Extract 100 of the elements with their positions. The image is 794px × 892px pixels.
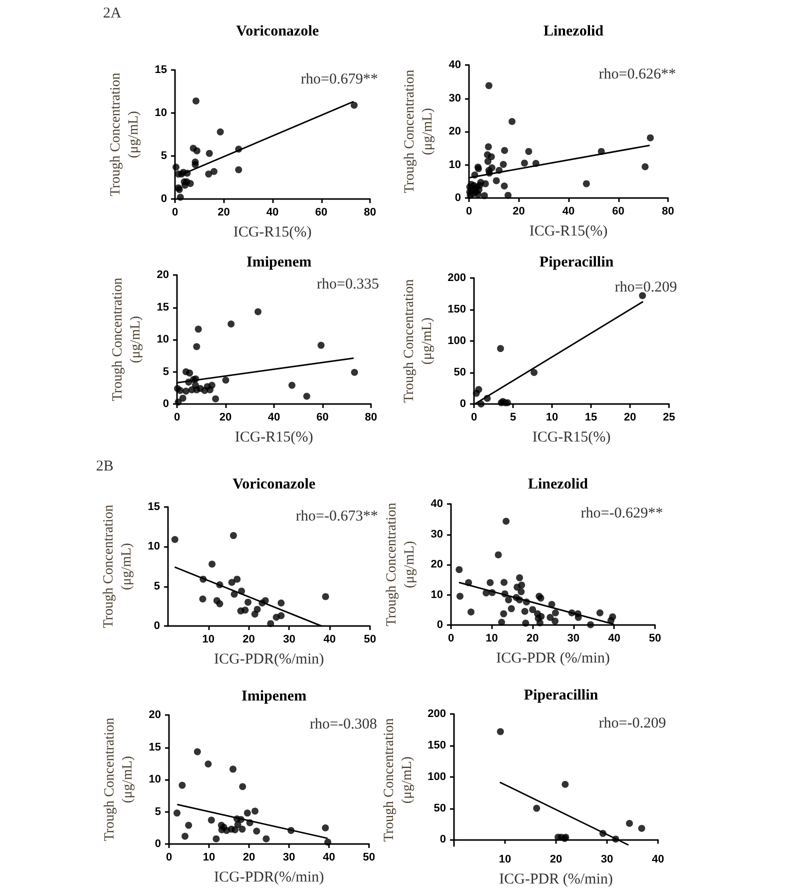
- x-tick-label: 10: [498, 854, 512, 866]
- y-tick-label: 15: [148, 501, 160, 513]
- y-tick-label: 100: [448, 335, 466, 347]
- y-axis-title: Trough Concentration (μg/mL): [384, 502, 418, 626]
- chart-title: Piperacillin: [539, 254, 614, 270]
- x-tick-label: 60: [612, 206, 624, 218]
- x-tick-label: 80: [662, 206, 674, 218]
- x-tick-label: 50: [364, 634, 376, 646]
- x-tick-label: 30: [283, 634, 296, 646]
- y-tick-label: 100: [428, 770, 446, 783]
- y-tick-label: 5: [154, 806, 161, 818]
- x-axis-title: ICG-R15(%): [234, 430, 314, 446]
- chart-title: Linezolid: [528, 476, 589, 492]
- x-tick-label: 30: [567, 632, 580, 644]
- x-tick-label: 80: [364, 412, 378, 424]
- y-axis-title: Trough Concentration (μg/mL): [102, 718, 136, 842]
- y-tick-label: 20: [448, 126, 461, 138]
- y-tick-label: 10: [154, 107, 167, 119]
- x-tick-label: 50: [362, 852, 376, 864]
- x-axis-title: ICG-R15(%): [233, 224, 312, 240]
- y-axis-title: Trough Concentration (μg/mL): [108, 72, 142, 196]
- x-tick-label: 20: [219, 412, 232, 424]
- y-tick-label: 200: [428, 708, 446, 720]
- y-tick-label: 50: [434, 802, 446, 814]
- x-tick-label: 20: [218, 206, 230, 218]
- x-tick-label: 0: [174, 412, 180, 424]
- chart-title: Voriconazole: [236, 24, 320, 40]
- y-axis-title: Trough Concentration (μg/mL): [402, 279, 436, 403]
- x-axis-title: ICG-PDR(%/min): [214, 870, 324, 886]
- y-axis-title: Trough Concentration (μg/mL): [102, 504, 134, 628]
- y-tick-label: 50: [454, 366, 466, 378]
- x-axis-title: ICG-PDR (%/min): [496, 650, 610, 666]
- x-tick-label: 40: [652, 854, 664, 866]
- y-axis-title: Trough Concentration (μg/mL): [402, 70, 436, 194]
- y-tick-label: 20: [430, 558, 443, 570]
- y-tick-label: 20: [156, 269, 169, 281]
- y-tick-label: 15: [156, 301, 169, 314]
- y-tick-label: 0: [460, 398, 466, 410]
- y-tick-label: 0: [440, 834, 446, 846]
- y-tick-label: 0: [160, 193, 167, 205]
- x-tick-label: 25: [662, 412, 676, 424]
- x-tick-label: 40: [322, 852, 336, 864]
- x-tick-label: 20: [512, 206, 525, 218]
- annotation: rho=0.335: [316, 276, 379, 292]
- annotation: rho=-0.308: [310, 716, 377, 732]
- x-tick-label: 0: [470, 412, 478, 424]
- x-tick-label: 10: [486, 632, 498, 644]
- x-tick-label: 40: [323, 634, 336, 646]
- x-tick-label: 10: [546, 412, 558, 424]
- text: 2A: [103, 6, 122, 22]
- y-tick-label: 0: [454, 192, 461, 204]
- x-tick-label: 5: [510, 412, 516, 424]
- text: 2B: [96, 458, 114, 474]
- x-tick-label: 30: [600, 854, 614, 866]
- y-tick-label: 15: [148, 741, 161, 754]
- y-tick-label: 0: [154, 620, 160, 632]
- x-tick-label: 0: [172, 206, 178, 218]
- chart-title: Imipenem: [246, 254, 312, 270]
- y-tick-label: 5: [162, 366, 169, 378]
- y-tick-label: 10: [148, 540, 160, 553]
- annotation: rho=-0.209: [598, 716, 666, 732]
- y-tick-label: 5: [160, 150, 167, 162]
- y-tick-label: 5: [154, 580, 160, 592]
- x-tick-label: 40: [562, 206, 575, 218]
- x-tick-label: 20: [242, 634, 255, 646]
- y-tick-label: 10: [448, 158, 461, 171]
- y-tick-label: 10: [430, 588, 443, 601]
- chart-title: Linezolid: [543, 24, 604, 40]
- x-tick-label: 50: [648, 632, 662, 644]
- chart-title: Imipenem: [242, 688, 307, 704]
- annotation: rho=0.626**: [598, 66, 676, 82]
- chart-title: Piperacillin: [524, 688, 599, 704]
- x-tick-label: 30: [282, 852, 296, 864]
- y-tick-label: 40: [430, 498, 443, 510]
- x-tick-label: 20: [624, 412, 636, 424]
- y-tick-label: 10: [156, 334, 169, 346]
- y-axis-title: Trough Concentration (μg/mL): [110, 278, 144, 402]
- x-tick-label: 40: [608, 632, 620, 644]
- x-axis-title: ICG-R15(%): [529, 224, 608, 240]
- x-tick-label: 10: [202, 852, 216, 864]
- y-tick-label: 150: [428, 739, 446, 752]
- y-tick-label: 30: [430, 528, 443, 540]
- x-tick-label: 20: [550, 854, 562, 866]
- y-tick-label: 10: [148, 774, 161, 786]
- y-tick-label: 40: [448, 59, 461, 71]
- chart-title: Voriconazole: [232, 476, 316, 492]
- y-tick-label: 30: [448, 92, 461, 104]
- y-tick-label: 20: [148, 709, 161, 721]
- x-tick-label: 60: [315, 206, 328, 218]
- annotation: rho=0.209: [614, 280, 677, 296]
- annotation: rho=-0.673**: [296, 508, 378, 524]
- y-tick-label: 200: [448, 272, 466, 284]
- y-tick-label: 0: [162, 398, 169, 410]
- y-tick-label: 0: [154, 838, 161, 850]
- x-tick-label: 80: [364, 206, 376, 218]
- x-tick-label: 15: [584, 412, 598, 424]
- x-axis-title: ICG-PDR (%/min): [499, 872, 613, 888]
- x-tick-label: 40: [268, 412, 280, 424]
- y-tick-label: 15: [154, 64, 167, 76]
- y-tick-label: 0: [436, 619, 443, 631]
